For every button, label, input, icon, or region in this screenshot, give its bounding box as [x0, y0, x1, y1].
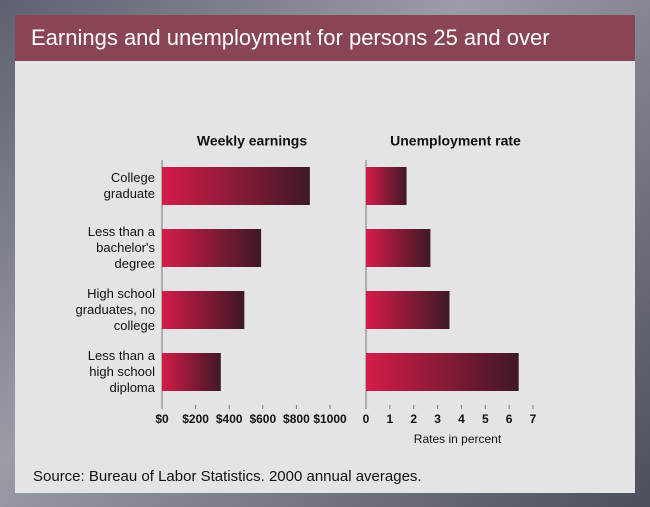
x-tick-label: $0 — [155, 412, 169, 426]
bar — [162, 167, 310, 205]
bar — [162, 291, 245, 329]
x-tick-label: $400 — [216, 412, 243, 426]
bar — [366, 167, 407, 205]
x-tick-label: $800 — [283, 412, 310, 426]
x-tick-label: $600 — [249, 412, 276, 426]
x-tick-label: 4 — [458, 412, 465, 426]
category-label: Less than a high school diploma — [87, 348, 155, 395]
x-tick-label: $200 — [182, 412, 209, 426]
bar — [366, 229, 431, 267]
x-tick-label: 6 — [506, 412, 513, 426]
x-tick-label: $1000 — [313, 412, 347, 426]
x-tick-label: 1 — [387, 412, 394, 426]
bar — [366, 353, 519, 391]
x-tick-label: 3 — [434, 412, 441, 426]
bar — [162, 353, 221, 391]
category-label: High school graduates, no college — [75, 286, 155, 333]
x-tick-label: 2 — [410, 412, 417, 426]
x-tick-label: 7 — [530, 412, 537, 426]
chart-title: Weekly earnings — [197, 133, 307, 149]
x-tick-label: 5 — [482, 412, 489, 426]
category-label: Less than a bachelor's degree — [87, 224, 155, 271]
category-label: College graduate — [103, 170, 155, 201]
x-axis-label: Rates in percent — [414, 432, 502, 446]
x-tick-label: 0 — [363, 412, 370, 426]
bar — [162, 229, 262, 267]
source-note: Source: Bureau of Labor Statistics. 2000… — [33, 468, 422, 485]
page-title: Earnings and unemployment for persons 25… — [15, 15, 635, 61]
panel — [15, 15, 635, 493]
bar — [366, 291, 450, 329]
chart-title: Unemployment rate — [390, 133, 521, 149]
